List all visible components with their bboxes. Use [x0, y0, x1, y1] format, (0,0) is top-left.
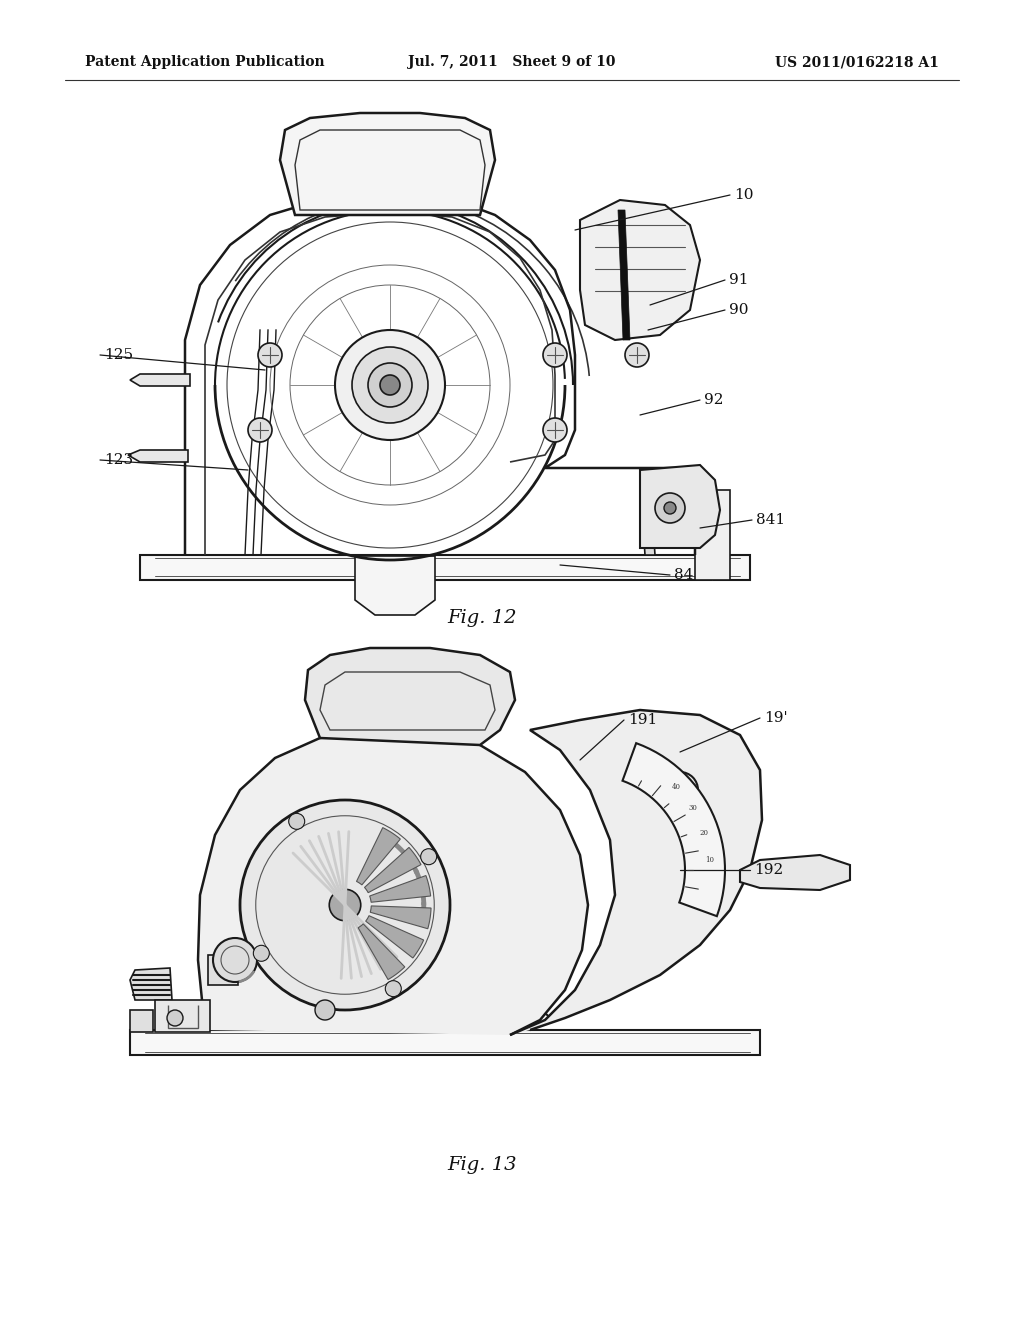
Polygon shape — [370, 875, 431, 903]
Circle shape — [368, 363, 412, 407]
Circle shape — [655, 492, 685, 523]
Text: 125: 125 — [104, 348, 133, 362]
Circle shape — [625, 343, 649, 367]
Polygon shape — [305, 648, 515, 744]
Circle shape — [289, 813, 305, 829]
Text: 30: 30 — [688, 804, 697, 812]
Text: 123: 123 — [104, 453, 133, 467]
Polygon shape — [130, 1010, 153, 1032]
Circle shape — [543, 343, 567, 367]
Text: 90: 90 — [729, 304, 749, 317]
Text: 19': 19' — [764, 711, 787, 725]
Circle shape — [240, 800, 450, 1010]
Polygon shape — [510, 710, 762, 1035]
Polygon shape — [128, 450, 188, 462]
Text: Fig. 13: Fig. 13 — [447, 1156, 517, 1173]
Text: 20: 20 — [699, 829, 709, 837]
Circle shape — [315, 1001, 335, 1020]
Circle shape — [664, 502, 676, 513]
Text: 192: 192 — [754, 863, 783, 876]
Polygon shape — [280, 114, 495, 215]
Circle shape — [330, 890, 360, 921]
Circle shape — [213, 939, 257, 982]
Text: 841: 841 — [756, 513, 785, 527]
Circle shape — [258, 343, 282, 367]
Text: 10: 10 — [734, 187, 754, 202]
Polygon shape — [140, 554, 750, 579]
Polygon shape — [640, 480, 655, 554]
Text: Jul. 7, 2011   Sheet 9 of 10: Jul. 7, 2011 Sheet 9 of 10 — [409, 55, 615, 69]
Polygon shape — [618, 210, 630, 341]
Polygon shape — [155, 1001, 210, 1032]
Polygon shape — [640, 465, 720, 548]
Circle shape — [662, 772, 698, 808]
Text: Fig. 12: Fig. 12 — [447, 609, 517, 627]
Circle shape — [167, 1010, 183, 1026]
Polygon shape — [358, 924, 404, 979]
Circle shape — [253, 945, 269, 961]
Text: 10: 10 — [706, 855, 714, 863]
Polygon shape — [356, 828, 400, 884]
Polygon shape — [198, 730, 588, 1035]
Text: 40: 40 — [672, 783, 681, 791]
Polygon shape — [130, 374, 190, 385]
Polygon shape — [130, 968, 172, 1001]
Polygon shape — [695, 490, 730, 579]
Polygon shape — [208, 954, 238, 985]
Polygon shape — [580, 201, 700, 341]
Text: 191: 191 — [628, 713, 657, 727]
Text: 91: 91 — [729, 273, 749, 286]
Polygon shape — [740, 855, 850, 890]
Text: 92: 92 — [705, 393, 724, 407]
Circle shape — [543, 418, 567, 442]
Polygon shape — [371, 906, 431, 929]
Circle shape — [335, 330, 445, 440]
Polygon shape — [130, 1030, 760, 1055]
Polygon shape — [623, 743, 725, 916]
Circle shape — [421, 849, 436, 865]
Text: 84: 84 — [674, 568, 693, 582]
Circle shape — [385, 981, 401, 997]
Polygon shape — [366, 916, 424, 958]
Circle shape — [380, 375, 400, 395]
Text: US 2011/0162218 A1: US 2011/0162218 A1 — [775, 55, 939, 69]
Polygon shape — [355, 556, 435, 615]
Circle shape — [352, 347, 428, 422]
Text: Patent Application Publication: Patent Application Publication — [85, 55, 325, 69]
Polygon shape — [365, 847, 421, 892]
Circle shape — [248, 418, 272, 442]
